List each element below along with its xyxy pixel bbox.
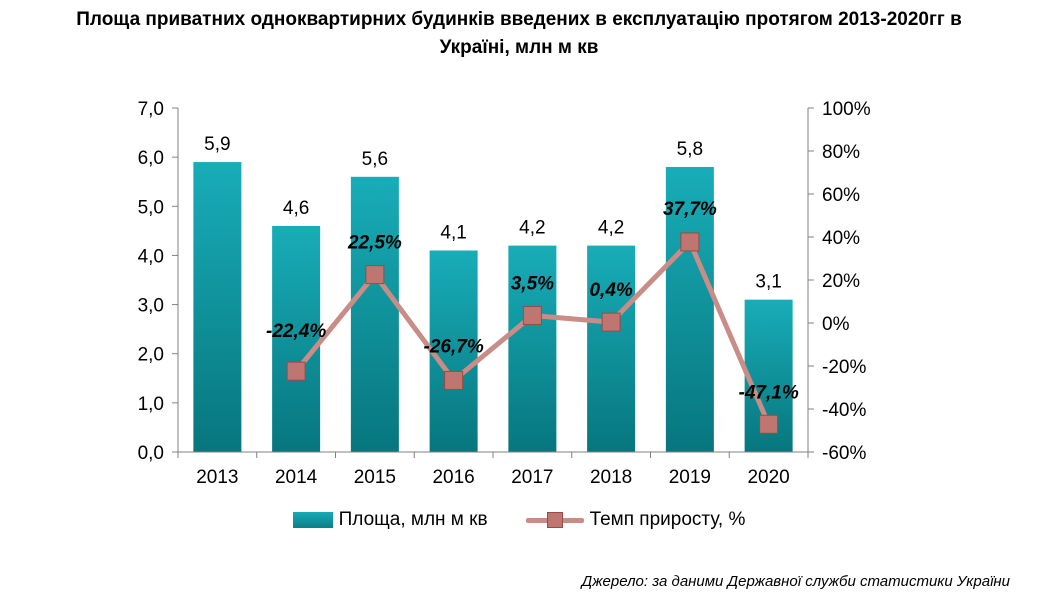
x-tick-label-2019: 2019 bbox=[669, 467, 711, 488]
legend-label-area: Площа, млн м кв bbox=[338, 509, 488, 530]
left-tick-label-7: 7,0 bbox=[138, 99, 164, 120]
legend: Площа, млн м кв Темп приросту, % bbox=[0, 509, 1038, 531]
legend-item-area: Площа, млн м кв bbox=[292, 509, 488, 531]
right-tick-label-4: 20% bbox=[822, 271, 860, 292]
growth-marker-2017 bbox=[522, 305, 542, 325]
bar-2018 bbox=[587, 245, 636, 452]
left-tick-label-3: 3,0 bbox=[138, 296, 164, 317]
left-tick-label-0: 0,0 bbox=[138, 443, 164, 464]
bar-value-label-2018: 4,2 bbox=[598, 218, 624, 239]
bar-value-label-2017: 4,2 bbox=[519, 218, 545, 239]
right-tick-label-1: -40% bbox=[822, 400, 866, 421]
right-tick-label-2: -20% bbox=[822, 357, 866, 378]
line-layer bbox=[286, 232, 779, 434]
legend-bar-swatch bbox=[292, 512, 333, 528]
bar-2013 bbox=[193, 162, 242, 453]
right-tick-label-3: 0% bbox=[822, 314, 850, 335]
bar-2019 bbox=[665, 166, 714, 452]
right-tick-label-0: -60% bbox=[822, 443, 866, 464]
legend-line-swatch bbox=[525, 512, 584, 528]
growth-value-label-2015: 22,5% bbox=[347, 233, 402, 254]
bar-value-label-2016: 4,1 bbox=[440, 223, 466, 244]
growth-marker-2015 bbox=[365, 265, 385, 285]
x-tick-label-2016: 2016 bbox=[432, 467, 474, 488]
source-note: Джерело: за даними Державної служби стат… bbox=[581, 573, 1010, 590]
growth-value-label-2016: -26,7% bbox=[424, 336, 484, 357]
chart-title-line-1: Площа приватних одноквартирних будинків … bbox=[76, 9, 962, 30]
legend-label-growth: Темп приросту, % bbox=[589, 509, 746, 530]
x-tick-label-2017: 2017 bbox=[511, 467, 553, 488]
growth-marker-2019 bbox=[680, 232, 700, 252]
growth-marker-2020 bbox=[759, 414, 779, 434]
growth-value-label-2020: -47,1% bbox=[739, 382, 799, 403]
left-tick-label-5: 5,0 bbox=[138, 197, 164, 218]
right-tick-label-5: 40% bbox=[822, 228, 860, 249]
bars-layer bbox=[193, 162, 793, 453]
left-tick-label-6: 6,0 bbox=[138, 148, 164, 169]
growth-value-label-2019: 37,7% bbox=[663, 199, 717, 220]
bar-value-label-2015: 5,6 bbox=[362, 149, 388, 170]
growth-value-label-2014: -22,4% bbox=[266, 321, 326, 342]
growth-marker-2016 bbox=[444, 370, 464, 390]
x-tick-label-2015: 2015 bbox=[354, 467, 396, 488]
right-tick-label-7: 80% bbox=[822, 142, 860, 163]
x-tick-label-2020: 2020 bbox=[747, 467, 789, 488]
bar-2014 bbox=[272, 225, 321, 452]
left-tick-label-2: 2,0 bbox=[138, 345, 164, 366]
x-tick-label-2013: 2013 bbox=[196, 467, 238, 488]
bar-value-label-2020: 3,1 bbox=[755, 272, 781, 293]
growth-marker-2018 bbox=[601, 312, 621, 332]
left-tick-label-1: 1,0 bbox=[138, 394, 164, 415]
bar-2017 bbox=[508, 245, 557, 452]
legend-item-growth: Темп приросту, % bbox=[525, 509, 746, 531]
growth-value-label-2018: 0,4% bbox=[589, 280, 632, 301]
right-tick-label-6: 60% bbox=[822, 185, 860, 206]
right-tick-label-8: 100% bbox=[822, 99, 871, 120]
growth-marker-2014 bbox=[286, 361, 306, 381]
bar-value-label-2019: 5,8 bbox=[677, 139, 703, 160]
chart-title-line-2: Україні, млн м кв bbox=[439, 37, 599, 58]
x-tick-label-2014: 2014 bbox=[275, 467, 318, 488]
left-tick-label-4: 4,0 bbox=[138, 246, 164, 267]
axes-layer: 0,0 1,0 2,0 3,0 4,0 5,0 6,0 7,0 -60% -40% -20% 0% 20… bbox=[138, 99, 871, 488]
bar-value-label-2013: 5,9 bbox=[204, 134, 230, 155]
labels-layer: 5,9 4,6 5,6 4,1 4,2 4,2 5,8 3,1 -22,4% 22,5% -26,7… bbox=[204, 134, 799, 403]
bar-2016 bbox=[429, 250, 478, 452]
bar-2015 bbox=[350, 176, 399, 453]
bar-value-label-2014: 4,6 bbox=[283, 198, 309, 219]
x-tick-label-2018: 2018 bbox=[590, 467, 632, 488]
growth-value-label-2017: 3,5% bbox=[511, 273, 554, 294]
chart-title: Площа приватних одноквартирних будинків … bbox=[0, 6, 1038, 62]
